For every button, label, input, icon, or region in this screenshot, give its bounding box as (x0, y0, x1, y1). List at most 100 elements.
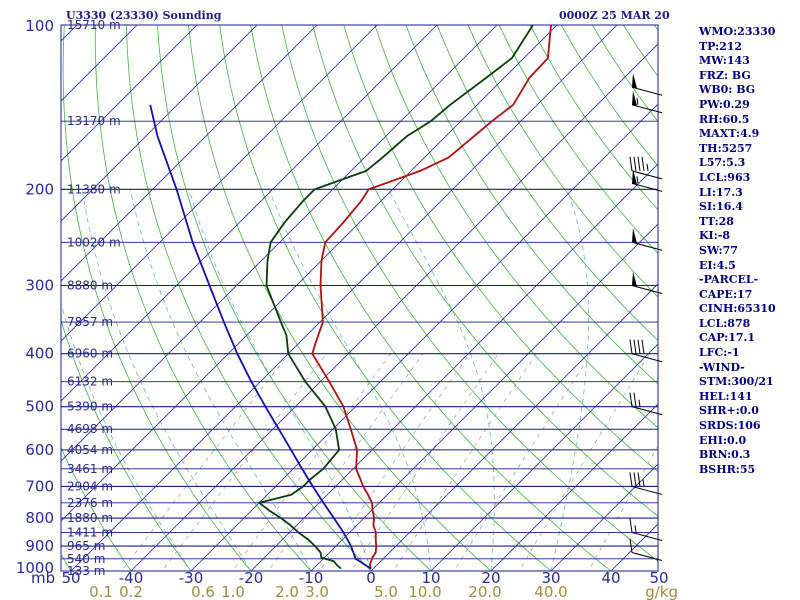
wind-barb-feather (641, 156, 645, 171)
sounding-index: RH:60.5 (699, 112, 750, 126)
wind-barb (629, 472, 663, 495)
mixing-ratio-line (319, 353, 470, 571)
pressure-tick-label: 700 (25, 477, 54, 495)
temperature-line (311, 25, 552, 569)
height-label: 6960 m (67, 347, 113, 361)
temperature-tick-label: 0 (366, 569, 376, 587)
isotherm-line (61, 25, 258, 222)
wind-barb-staff (631, 182, 663, 192)
mixing-ratio-line (121, 353, 290, 571)
dry-adiabat-line (250, 25, 612, 571)
wind-barb-feather (633, 156, 637, 171)
pressure-tick-label: 900 (25, 537, 54, 555)
sounding-index: SRDS:106 (699, 419, 761, 433)
height-label: 11380 m (67, 182, 121, 196)
wind-barb-staff (631, 485, 663, 495)
chart-datetime: 0000Z 25 MAR 20 (559, 9, 670, 22)
wind-barb (631, 73, 663, 96)
wind-barb (629, 339, 663, 363)
wind-barb-pennant (632, 271, 637, 287)
dry-adiabat-line (436, 25, 658, 341)
dry-adiabat-line (374, 25, 658, 429)
dry-adiabat-line (126, 25, 372, 571)
moist-adiabat-line (268, 189, 432, 571)
height-label: 15710 m (67, 18, 121, 32)
mixing-ratio-label: 0.2 (119, 583, 143, 600)
dry-adiabat-line (281, 25, 658, 562)
wind-barb-feather (641, 339, 645, 354)
dry-adiabat-line (0, 25, 17, 583)
height-label: 13170 m (67, 114, 121, 128)
sounding-index: TT:28 (699, 214, 734, 228)
temperature-tick-label: 40 (601, 569, 620, 587)
wind-barb-pennant (632, 228, 637, 244)
dry-adiabat-line (343, 25, 658, 473)
wind-barb-feather (629, 156, 633, 171)
wind-barb-staff (631, 285, 663, 294)
height-label: 4054 m (67, 443, 113, 457)
dewpoint-line (258, 25, 534, 570)
temperature-tick-label: -40 (119, 569, 144, 587)
wind-barb-staff (631, 86, 663, 96)
wind-barb-feather (637, 339, 641, 354)
sounding-index: SW:77 (699, 243, 738, 257)
wind-barb (629, 538, 663, 561)
height-label: 6132 m (67, 375, 113, 389)
pressure-tick-label: 400 (25, 345, 54, 363)
dry-adiabat-line (61, 318, 192, 571)
sounding-index: TP:212 (699, 39, 743, 53)
wind-barb (631, 228, 663, 251)
isotherm-line (61, 25, 558, 522)
isotherm-line (130, 43, 658, 571)
isotherm-line (61, 25, 198, 162)
wind-barb-feather (633, 339, 637, 354)
wind-barb-pennant (632, 90, 637, 106)
wind-barb-feather (629, 472, 633, 487)
dry-adiabat-line (498, 25, 658, 255)
pressure-tick-label: 800 (25, 509, 54, 527)
mixing-ratio-line (453, 353, 592, 571)
pressure-tick-label: 1000 (16, 559, 54, 577)
height-label: 965 m (67, 539, 105, 553)
mixing-ratio-label: 5.0 (374, 583, 398, 600)
sounding-indices-panel: WMO:23330 TP:212 MW:143 FRZ: BG WB0: BG PW:0.… (699, 25, 799, 477)
wind-barb-half-feather (634, 525, 637, 533)
sounding-index: STM:300/21 (699, 375, 774, 389)
mixing-ratio-label: 2.0 (275, 583, 299, 600)
wind-barb-half-feather (636, 97, 639, 105)
sounding-index: WB0: BG (699, 83, 756, 97)
sounding-index: KI:-8 (699, 229, 730, 243)
moist-adiabat-line (188, 189, 372, 571)
temperature-tick-label: 10 (421, 569, 440, 587)
height-label: 5390 m (67, 400, 113, 414)
isotherm-line (70, 25, 618, 571)
isotherm-line (430, 343, 658, 571)
dry-adiabat-line (219, 25, 552, 571)
dry-adiabat-line (405, 25, 658, 385)
wind-barb-staff (631, 552, 663, 561)
height-label: 133 m (67, 564, 105, 578)
sounding-index: -PARCEL- (699, 273, 759, 287)
wind-barb (629, 518, 663, 541)
wind-barb-staff (631, 406, 663, 416)
mixing-ratio-label: 3.0 (305, 583, 329, 600)
mixing-ratio-line (267, 353, 424, 571)
isotherm-line (61, 25, 378, 342)
sounding-index: TH:5257 (699, 141, 753, 155)
sounding-index: LFC:-1 (699, 346, 740, 360)
wind-barb (629, 392, 663, 416)
sounding-index: EI:4.5 (699, 258, 736, 272)
height-label: 3461 m (67, 462, 113, 476)
temperature-unit-label: 50 (649, 569, 668, 587)
pressure-tick-label: 500 (25, 398, 54, 416)
wind-barb-staff (631, 531, 663, 541)
wind-barb-half-feather (642, 479, 645, 487)
wind-barb-pennant (632, 73, 637, 89)
sounding-index: HEL:141 (699, 389, 753, 403)
wind-barb-staff (631, 170, 663, 180)
height-label: 1880 m (67, 511, 113, 525)
sounding-index: EHI:0.0 (699, 433, 747, 447)
parcel-line (149, 104, 372, 570)
wind-barb (631, 271, 663, 294)
mixing-ratio-line (588, 445, 658, 571)
